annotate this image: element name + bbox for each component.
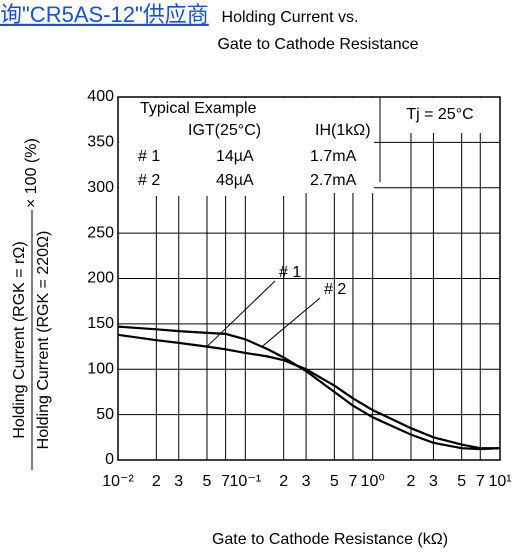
y-tick-label: 150 (87, 315, 114, 332)
series-label: # 2 (324, 281, 346, 298)
x-tick-label: 3 (302, 473, 311, 490)
y-tick-label: 0 (105, 451, 114, 468)
x-tick-label: 5 (330, 473, 339, 490)
chart-title: Gate to Cathode Resistance (217, 36, 418, 53)
chart-title: Holding Current vs. (222, 9, 359, 26)
x-tick-label: 7 (476, 473, 485, 490)
legend-cell: # 2 (138, 172, 160, 189)
x-tick-label: 10⁻² (102, 473, 134, 490)
y-tick-label: 350 (87, 134, 114, 151)
legend-header: IGT(25°C) (188, 122, 261, 139)
legend-header: IH(1kΩ) (315, 122, 371, 139)
x-tick-label: 2 (407, 473, 416, 490)
y-label-unit: × 100 (%) (23, 138, 40, 208)
condition-box (380, 98, 499, 133)
x-tick-label: 2 (279, 473, 288, 490)
legend-title: Typical Example (140, 100, 257, 117)
y-tick-label: 300 (87, 179, 114, 196)
y-tick-label: 50 (96, 406, 114, 423)
x-tick-label: 3 (174, 473, 183, 490)
x-tick-label: 10⁻¹ (230, 473, 262, 490)
x-tick-label: 2 (152, 473, 161, 490)
x-axis-label: Gate to Cathode Resistance (kΩ) (212, 531, 448, 548)
legend-background (119, 98, 299, 196)
legend-cell: 1.7mA (310, 148, 357, 165)
legend-cell: 14µA (216, 148, 254, 165)
x-tick-label: 10⁰ (361, 473, 385, 490)
x-tick-label: 7 (348, 473, 357, 490)
y-tick-label: 250 (87, 224, 114, 241)
x-tick-label: 10¹ (488, 473, 511, 490)
y-axis-label: Holding Current (RGK = rΩ) Holding Curre… (11, 138, 52, 470)
callout-line (261, 297, 321, 348)
y-tick-label: 200 (87, 270, 114, 287)
legend-cell: # 1 (138, 148, 160, 165)
x-tick-label: 7 (221, 473, 230, 490)
series-line (117, 333, 500, 450)
callout-line (206, 280, 276, 347)
plot-frame (117, 96, 501, 461)
series-line (117, 325, 501, 451)
series-label: # 1 (279, 264, 301, 281)
watermark-link[interactable]: 询"CR5AS-12"供应商 (0, 2, 209, 27)
y-label-denominator: Holding Current (RGK = 220Ω) (35, 231, 52, 450)
x-tick-label: 5 (457, 473, 466, 490)
x-tick-label: 3 (429, 473, 438, 490)
legend-table: Typical Example IGT(25°C) IH(1kΩ) # 1 14µA 1.… (119, 98, 374, 196)
y-tick-label: 100 (87, 360, 114, 377)
y-tick-label: 400 (87, 88, 114, 105)
y-label-numerator: Holding Current (RGK = rΩ) (11, 241, 28, 438)
legend-cell: 2.7mA (310, 172, 357, 189)
x-tick-label: 5 (203, 473, 212, 490)
condition-label: Tj = 25°C (406, 106, 473, 123)
legend-cell: 48µA (216, 172, 254, 189)
